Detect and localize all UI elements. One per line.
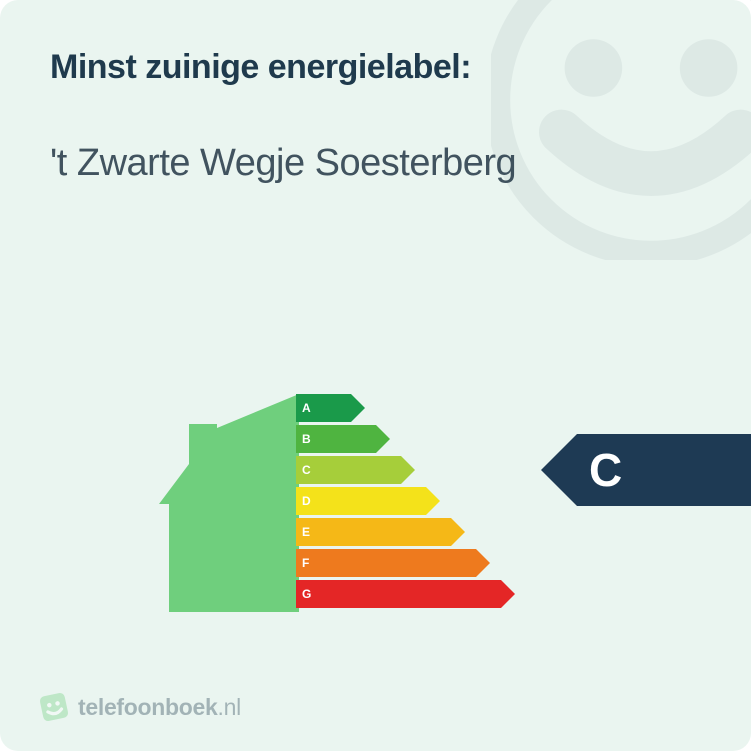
- phone-watermark-icon: [491, 0, 751, 260]
- footer-tld: .nl: [218, 694, 241, 720]
- footer-brand: telefoonboek.nl: [78, 694, 241, 721]
- current-label-badge: C: [541, 434, 751, 506]
- bar-arrow: [451, 518, 465, 546]
- bar-letter: D: [302, 494, 311, 508]
- bar-body: [296, 487, 426, 515]
- energy-label-card: Minst zuinige energielabel: 't Zwarte We…: [0, 0, 751, 751]
- card-title: Minst zuinige energielabel:: [50, 48, 701, 87]
- badge-arrow: [541, 434, 577, 506]
- bar-arrow: [351, 394, 365, 422]
- bar-arrow: [376, 425, 390, 453]
- bar-body: [296, 580, 501, 608]
- bar-body: [296, 456, 401, 484]
- footer-brand-name: telefoonboek: [78, 694, 218, 720]
- footer: telefoonboek.nl: [40, 693, 241, 721]
- energy-chart: A B C D E F G C: [0, 382, 751, 622]
- bar-letter: G: [302, 587, 311, 601]
- bar-letter: B: [302, 432, 311, 446]
- bar-letter: F: [302, 556, 309, 570]
- bar-body: [296, 518, 451, 546]
- bar-arrow: [426, 487, 440, 515]
- house-icon: [159, 394, 299, 612]
- bar-letter: A: [302, 401, 311, 415]
- bar-arrow: [501, 580, 515, 608]
- badge-letter: C: [589, 443, 622, 497]
- bar-body: [296, 549, 476, 577]
- bar-letter: E: [302, 525, 310, 539]
- bar-arrow: [476, 549, 490, 577]
- card-subtitle: 't Zwarte Wegje Soesterberg: [50, 142, 701, 185]
- bar-letter: C: [302, 463, 311, 477]
- badge-body: C: [577, 434, 751, 506]
- footer-logo-icon: [37, 690, 70, 723]
- bar-arrow: [401, 456, 415, 484]
